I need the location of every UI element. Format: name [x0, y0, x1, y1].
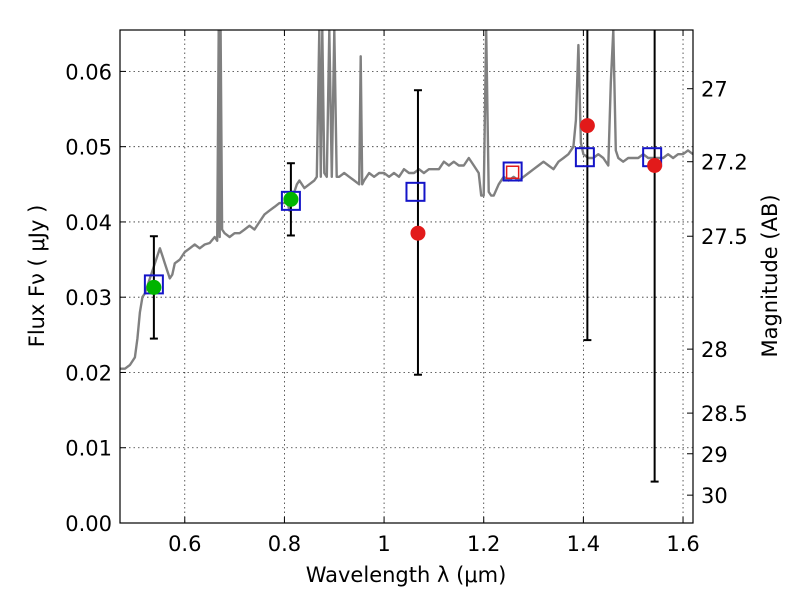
data-point [283, 191, 299, 207]
y-tick-label: 0.00 [65, 512, 112, 536]
x-tick-label: 1 [377, 532, 390, 556]
data-point [579, 118, 595, 134]
errorbar-layer [149, 30, 659, 483]
data-point [410, 225, 426, 241]
x-tick-label: 1.4 [567, 532, 600, 556]
data-point [647, 157, 663, 173]
y-tick-label: 0.01 [65, 437, 112, 461]
right-tick-label: 27 [701, 78, 728, 102]
x-axis-label: Wavelength λ (μm) [306, 563, 507, 587]
model-square [502, 161, 523, 182]
right-axis-ticks: 27 27.2 27.5 28 28.5 29 30 [687, 78, 748, 508]
point-layer [146, 118, 663, 295]
y-tick-label: 0.06 [65, 60, 112, 84]
right-tick-label: 28 [701, 338, 728, 362]
x-tick-label: 1.2 [467, 532, 500, 556]
plot-frame [119, 29, 694, 524]
y-tick-label: 0.05 [65, 136, 112, 160]
model-square [574, 147, 595, 168]
y-tick-label: 0.03 [65, 286, 112, 310]
right-tick-label: 29 [701, 443, 728, 467]
data-point [146, 279, 162, 295]
y-tick-label: 0.02 [65, 361, 112, 385]
x-tick-label: 0.6 [168, 532, 201, 556]
grid [120, 30, 693, 523]
right-axis-label: Magnitude (AB) [758, 194, 782, 357]
spectrum-line [120, 30, 693, 370]
right-tick-label: 27.2 [701, 151, 748, 175]
right-tick-label: 30 [701, 484, 728, 508]
square-layer [143, 147, 663, 295]
y-axis-ticks: 0.00 0.01 0.02 0.03 0.04 0.05 0.06 [65, 60, 126, 536]
y-axis-label: Flux Fν ( μJy ) [25, 205, 49, 348]
x-axis-ticks: 0.6 0.8 1 1.2 1.4 1.6 [168, 30, 700, 556]
spectrum-layer [120, 30, 693, 370]
x-tick-label: 1.6 [666, 532, 699, 556]
right-tick-label: 27.5 [701, 225, 748, 249]
right-tick-label: 28.5 [701, 402, 748, 426]
model-square [505, 165, 520, 180]
x-tick-label: 0.8 [268, 532, 301, 556]
y-tick-label: 0.04 [65, 211, 112, 235]
model-square [405, 181, 426, 202]
